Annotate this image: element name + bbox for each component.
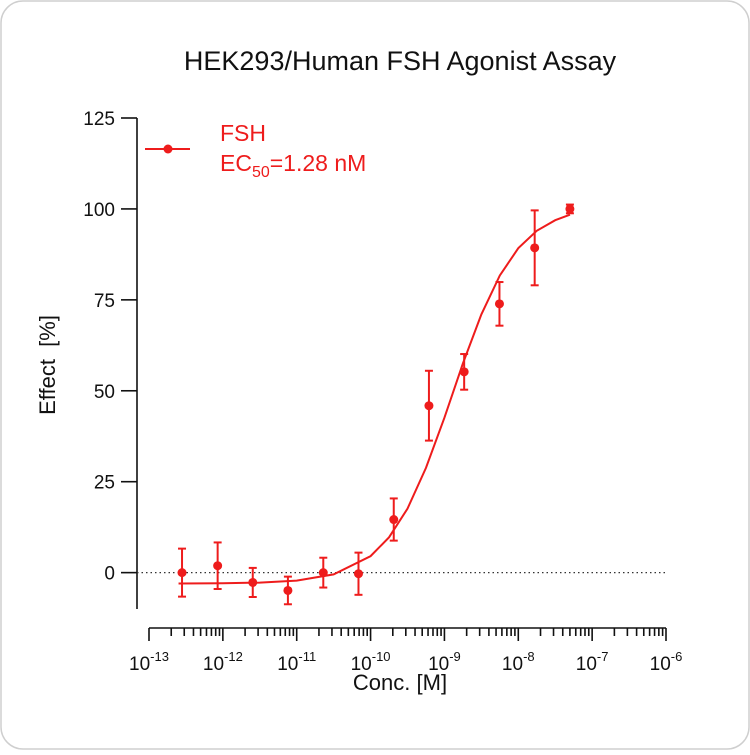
data-point xyxy=(248,577,258,587)
x-tick-label: 10-13 xyxy=(129,649,169,675)
x-tick-base: 10 xyxy=(203,654,224,675)
data-point xyxy=(459,367,469,377)
y-tick-label: 100 xyxy=(83,200,115,221)
data-point xyxy=(318,568,328,578)
data-point xyxy=(494,299,504,309)
y-tick-label: 75 xyxy=(94,291,115,312)
legend-annotation: EC50=1.28 nM xyxy=(220,150,366,181)
data-point xyxy=(353,569,363,579)
x-tick-exponent: -10 xyxy=(372,649,391,664)
x-tick-base: 10 xyxy=(129,654,150,675)
annotation-text: EC xyxy=(220,150,252,176)
x-tick-base: 10 xyxy=(502,654,523,675)
data-point xyxy=(530,243,540,253)
x-tick-base: 10 xyxy=(351,654,372,675)
data-point xyxy=(565,204,575,214)
legend-label: FSH xyxy=(220,120,266,146)
x-tick-label: 10-10 xyxy=(351,649,391,675)
x-tick-exponent: -12 xyxy=(224,649,243,664)
fit-curve xyxy=(178,213,571,585)
x-tick-base: 10 xyxy=(576,654,597,675)
x-tick-label: 10-6 xyxy=(650,649,683,675)
x-tick-exponent: -13 xyxy=(150,649,169,664)
y-tick-label: 0 xyxy=(104,564,115,585)
data-point xyxy=(283,585,293,595)
y-axis-label: Effect [%] xyxy=(35,315,60,415)
x-tick-label: 10-7 xyxy=(576,649,609,675)
data-point xyxy=(177,568,187,578)
x-tick-label: 10-11 xyxy=(277,649,316,675)
x-tick-exponent: -11 xyxy=(298,649,316,664)
data-point xyxy=(213,561,223,571)
annotation-sub: 50 xyxy=(252,164,270,181)
x-tick-exponent: -9 xyxy=(449,649,461,664)
x-tick-label: 10-8 xyxy=(502,649,535,675)
legend-marker xyxy=(163,144,173,154)
x-tick-label: 10-12 xyxy=(203,649,243,675)
annotation-rest: =1.28 nM xyxy=(270,150,367,176)
x-tick-base: 10 xyxy=(428,654,449,675)
data-point xyxy=(389,515,399,525)
x-tick-exponent: -8 xyxy=(523,649,535,664)
y-tick-label: 25 xyxy=(94,473,115,494)
x-tick-base: 10 xyxy=(650,654,671,675)
x-axis-label: Conc. [M] xyxy=(353,670,447,695)
x-tick-label: 10-9 xyxy=(428,649,461,675)
y-tick-label: 50 xyxy=(94,382,115,403)
chart-title: HEK293/Human FSH Agonist Assay xyxy=(184,46,617,76)
x-tick-exponent: -7 xyxy=(597,649,609,664)
data-point xyxy=(424,401,434,411)
x-tick-exponent: -6 xyxy=(671,649,683,664)
x-tick-base: 10 xyxy=(277,654,298,675)
y-tick-label: 125 xyxy=(83,109,115,130)
